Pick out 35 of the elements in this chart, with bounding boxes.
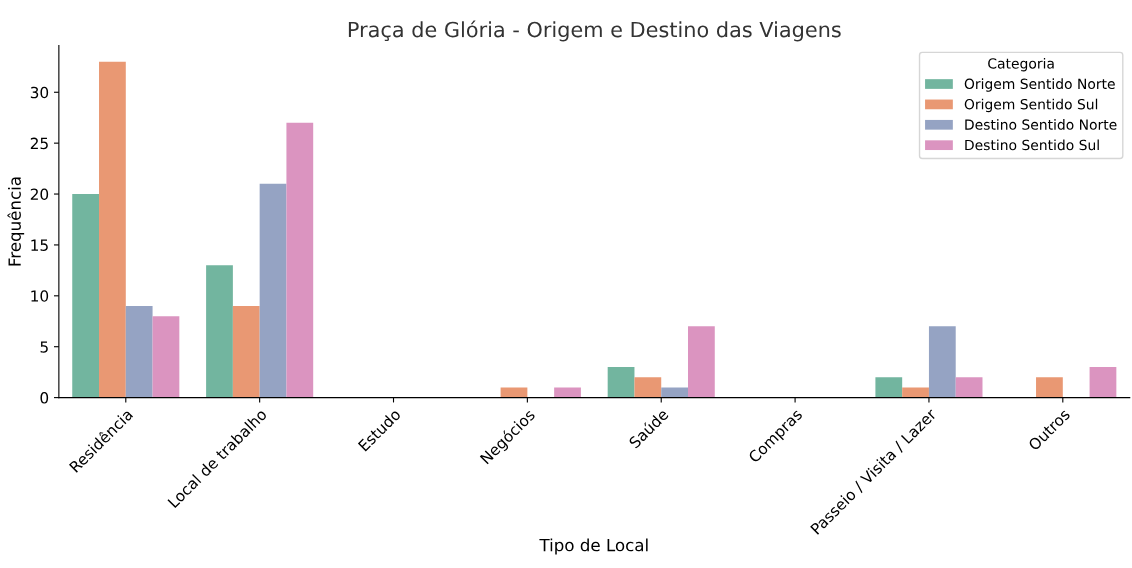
legend-label: Destino Sentido Norte [965, 119, 1117, 130]
bar [72, 194, 100, 398]
y-tick-label: 30 [30, 86, 49, 99]
legend-label: Origem Sentido Sul [964, 98, 1098, 113]
legend-label: Origem Sentido Norte [964, 78, 1115, 92]
y-tick-label: 20 [30, 188, 49, 201]
bar [286, 122, 314, 398]
bar [688, 326, 715, 398]
bar [955, 377, 983, 398]
bar [661, 387, 688, 398]
bar [634, 377, 662, 398]
y-tick-label: 25 [30, 137, 48, 150]
bar [152, 316, 180, 398]
y-tick-label: 10 [31, 290, 49, 302]
y-tick-label: 0 [40, 392, 49, 404]
bar [902, 387, 929, 398]
bar [1036, 377, 1063, 398]
bar [500, 387, 528, 398]
bar [99, 61, 126, 398]
x-axis-title: Tipo de Local [539, 538, 648, 555]
legend-label: Destino Sentido Sul [965, 139, 1099, 151]
bar [1089, 367, 1117, 398]
y-axis-title: Frequência [7, 177, 25, 266]
bar [232, 306, 260, 398]
chart-title: Praça de Glória - Origem e Destino das Viagens [348, 20, 841, 42]
y-tick-label: 15 [31, 239, 48, 251]
legend-title: Categoria [988, 57, 1054, 72]
y-tick-label: 5 [40, 341, 48, 353]
bar [928, 326, 956, 398]
bar [554, 387, 581, 398]
bar [607, 367, 635, 398]
bar [259, 183, 287, 398]
bar [125, 306, 153, 398]
bar [875, 377, 903, 398]
bar [206, 265, 233, 398]
